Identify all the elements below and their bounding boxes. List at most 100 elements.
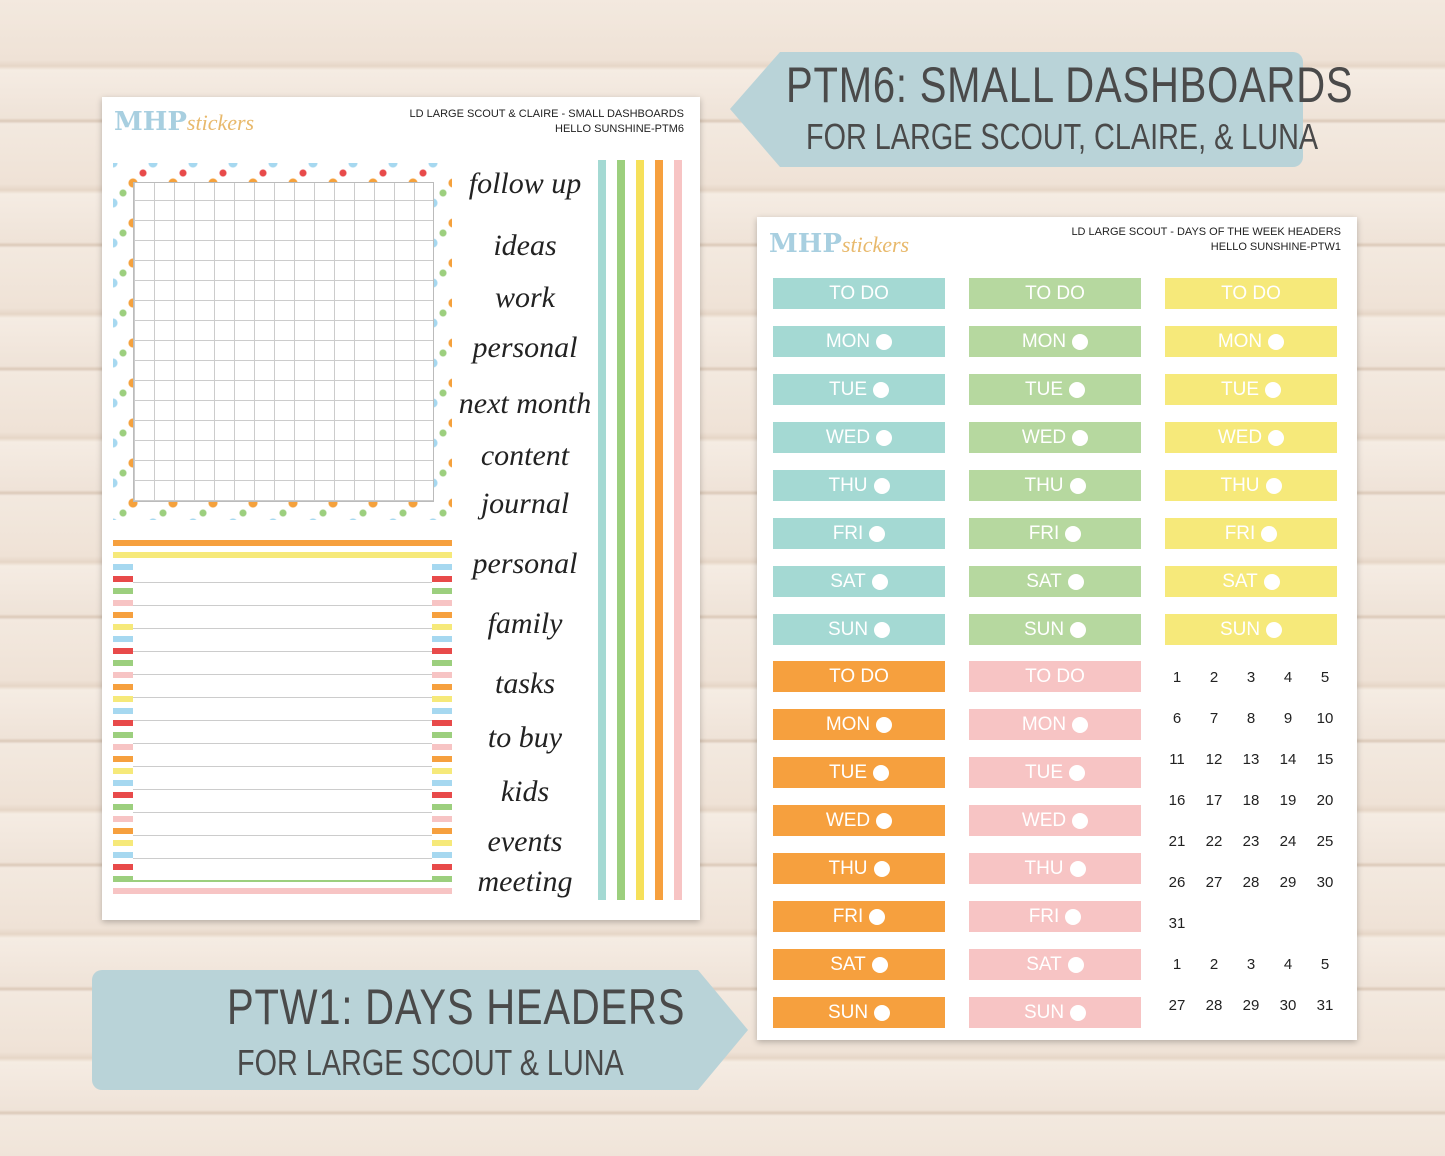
sticker-word: to buy	[487, 721, 563, 754]
calendar-number: 21	[1168, 833, 1186, 850]
day-label: SAT	[1222, 570, 1258, 592]
calendar-number: 7	[1209, 710, 1219, 727]
day-header: TO DO	[773, 278, 945, 309]
calendar-number: 19	[1279, 792, 1297, 809]
day-header: SUN	[1165, 614, 1337, 645]
dot	[874, 1004, 891, 1021]
calendar-number: 30	[1316, 874, 1334, 891]
sticker-word: kids	[500, 775, 550, 808]
day-header: MON	[1165, 326, 1337, 357]
dot	[876, 429, 893, 446]
day-header: FRI	[773, 901, 945, 932]
dot	[1263, 573, 1280, 590]
calendar-number: 18	[1242, 792, 1260, 809]
sticker-word: content	[480, 439, 570, 472]
calendar-number: 2	[1209, 956, 1219, 973]
day-label: THU	[1220, 474, 1260, 496]
dot	[1067, 956, 1084, 973]
day-header: MON	[969, 326, 1141, 357]
banner-arrow	[698, 970, 748, 1090]
calendar-number: 26	[1168, 874, 1186, 891]
dot	[1070, 1004, 1087, 1021]
day-header: THU	[969, 470, 1141, 501]
banner-title: PTM6: SMALL DASHBOARDS	[786, 57, 1354, 113]
sticker-word: events	[487, 825, 563, 858]
calendar-number: 28	[1205, 997, 1223, 1014]
day-label: SUN	[1023, 1001, 1065, 1023]
dot	[871, 573, 888, 590]
dot	[1065, 525, 1082, 542]
dot	[1261, 525, 1278, 542]
day-label: MON	[1217, 330, 1263, 352]
day-label: TO DO	[1025, 282, 1085, 304]
day-label: FRI	[1028, 522, 1060, 544]
sticker-word: personal	[472, 547, 578, 580]
dot	[1069, 477, 1086, 494]
day-header: WED	[969, 805, 1141, 836]
logo-brand: MHP	[769, 229, 842, 259]
calendar-number: 4	[1283, 956, 1293, 973]
day-header: TUE	[969, 374, 1141, 405]
calendar-number: 31	[1168, 915, 1186, 932]
calendar-number: 16	[1168, 792, 1186, 809]
calendar-number: 27	[1168, 997, 1186, 1014]
logo-script: stickers	[841, 232, 910, 257]
calendar-number: 30	[1279, 997, 1297, 1014]
day-label: TO DO	[829, 282, 889, 304]
header-line: LD LARGE SCOUT - DAYS OF THE WEEK HEADER…	[1071, 226, 1341, 238]
day-label: TUE	[1025, 761, 1063, 783]
logo-brand: MHP	[114, 107, 187, 137]
day-header: SUN	[969, 614, 1141, 645]
dot	[869, 525, 886, 542]
dot	[876, 716, 893, 733]
dot	[1069, 764, 1085, 781]
dot	[876, 812, 893, 829]
banner-bottom: PTW1: DAYS HEADERS FOR LARGE SCOUT & LUN…	[92, 970, 698, 1090]
day-label: SUN	[1023, 618, 1065, 640]
sticker-word: family	[487, 607, 563, 640]
day-header: TO DO	[969, 278, 1141, 309]
day-header: TO DO	[773, 661, 945, 692]
day-label: TO DO	[829, 665, 889, 687]
day-header: SAT	[773, 949, 945, 980]
lined-box	[133, 560, 432, 880]
day-header: SAT	[969, 566, 1141, 597]
day-header: TO DO	[969, 661, 1141, 692]
banner-subtitle: FOR LARGE SCOUT, CLAIRE, & LUNA	[806, 116, 1319, 157]
day-label: WED	[1021, 426, 1067, 448]
day-label: TUE	[1025, 378, 1063, 400]
header-line: HELLO SUNSHINE-PTM6	[555, 123, 684, 135]
dot	[876, 333, 893, 350]
day-label: MON	[1021, 330, 1067, 352]
calendar-number: 15	[1316, 751, 1334, 768]
day-label: THU	[828, 474, 868, 496]
header-line: HELLO SUNSHINE-PTW1	[1210, 241, 1341, 253]
sticker-word: personal	[472, 331, 578, 364]
calendar-number: 25	[1316, 833, 1334, 850]
day-header: THU	[969, 853, 1141, 884]
logo: MHPstickers	[769, 229, 909, 259]
day-header: WED	[773, 805, 945, 836]
day-header: SUN	[969, 997, 1141, 1028]
sticker-word: tasks	[495, 667, 555, 700]
banner-top: PTM6: SMALL DASHBOARDS FOR LARGE SCOUT, …	[780, 52, 1353, 167]
calendar-number: 11	[1169, 751, 1185, 768]
dot	[1069, 860, 1086, 877]
dot	[1072, 812, 1089, 829]
calendar-number: 27	[1205, 874, 1223, 891]
sticker-word: ideas	[493, 229, 557, 262]
day-label: FRI	[1224, 522, 1256, 544]
day-header: THU	[773, 853, 945, 884]
calendar-number: 9	[1283, 710, 1293, 727]
day-label: SUN	[827, 618, 869, 640]
sticker-word: follow up	[468, 167, 582, 200]
dot	[1072, 429, 1089, 446]
dot	[1265, 477, 1282, 494]
calendar-number: 5	[1320, 956, 1330, 973]
calendar-number: 20	[1316, 792, 1334, 809]
day-header: TUE	[1165, 374, 1337, 405]
day-label: WED	[825, 426, 871, 448]
calendar-number: 3	[1246, 669, 1256, 686]
day-label: SAT	[1026, 570, 1062, 592]
calendar-number: 10	[1316, 710, 1334, 727]
